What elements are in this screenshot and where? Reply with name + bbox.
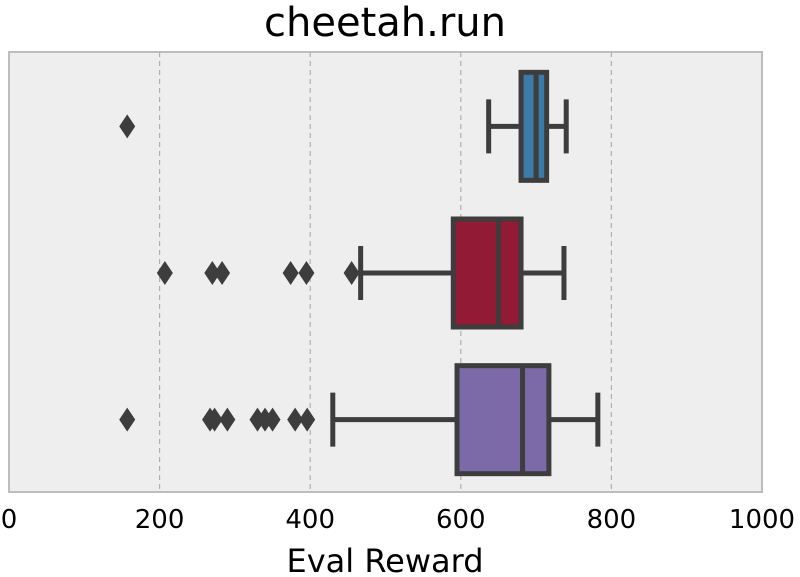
box-group — [119, 363, 601, 477]
x-tick-label: 600 — [436, 505, 486, 535]
outlier-point — [264, 407, 281, 432]
outlier-point — [119, 114, 136, 139]
outlier-point — [204, 261, 221, 285]
box-iqr — [454, 363, 552, 477]
outlier-point — [219, 407, 236, 432]
x-axis-ticks: 0 200 400 600 800 1000 — [1, 505, 795, 535]
x-tick-label: 800 — [587, 505, 637, 535]
outlier-point — [119, 407, 136, 432]
outlier-point — [214, 261, 231, 285]
x-tick-label: 400 — [285, 505, 335, 535]
boxes — [119, 69, 601, 477]
box-group — [156, 216, 567, 330]
x-tick-label: 200 — [135, 505, 185, 535]
x-axis-label: Eval Reward — [287, 542, 484, 577]
x-tick-label: 0 — [1, 505, 18, 535]
outlier-point — [287, 407, 304, 432]
outlier-point — [298, 261, 315, 285]
x-tick-label: 1000 — [729, 505, 795, 535]
chart-title: cheetah.run — [264, 0, 506, 46]
outlier-point — [206, 407, 223, 432]
outlier-point — [299, 407, 316, 432]
box-iqr — [450, 216, 524, 330]
outlier-point — [156, 261, 173, 285]
outlier-point — [282, 261, 299, 285]
outlier-point — [343, 261, 360, 285]
box-group — [119, 69, 569, 183]
